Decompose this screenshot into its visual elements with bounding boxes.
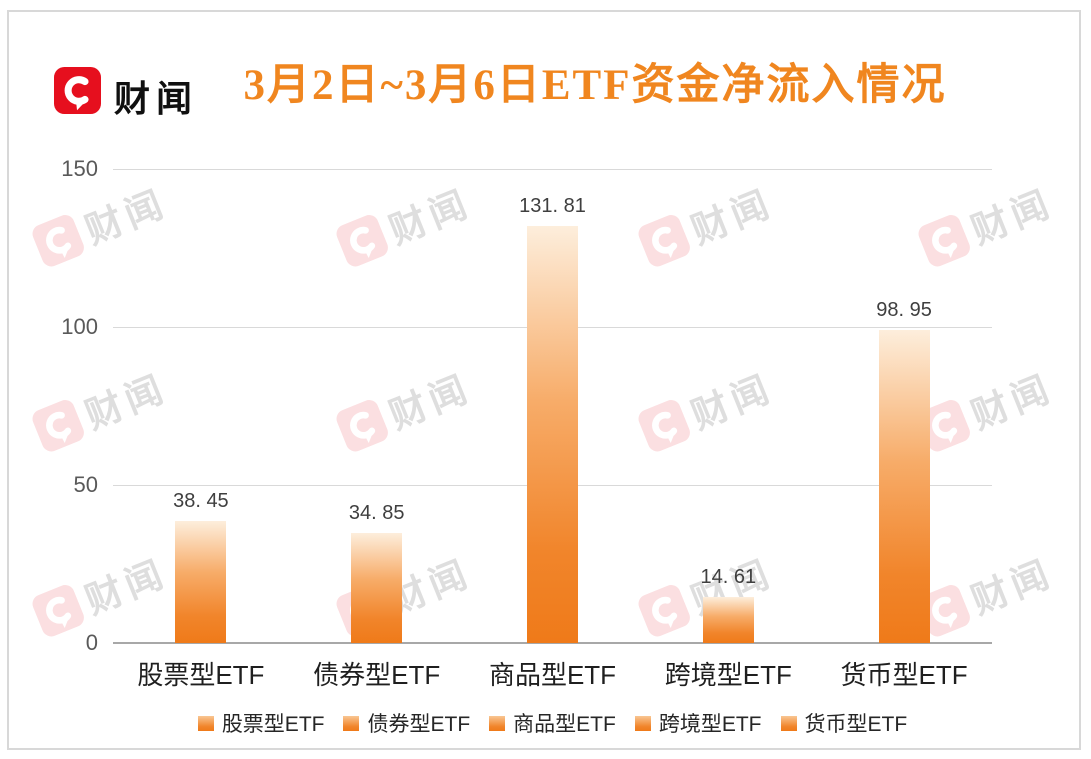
bar-2	[351, 533, 403, 643]
y-tick-label-0: 0	[85, 630, 98, 655]
chart-title: 3月2日~3月6日ETF资金净流入情况	[243, 62, 947, 109]
legend-swatch-icon	[197, 715, 214, 731]
legend-item-3: 商品型ETF	[489, 708, 616, 738]
bar-4	[702, 597, 754, 643]
legend-swatch-icon	[343, 715, 360, 731]
legend-label: 股票型ETF	[221, 713, 325, 736]
legend-swatch-icon	[489, 715, 506, 731]
legend: 股票型ETF 债券型ETF 商品型ETF 跨境型ETF 货币型ETF	[113, 708, 992, 738]
bar-value-label-3: 131. 81	[519, 195, 586, 217]
brand-name: 财闻	[114, 78, 199, 119]
bar-value-label-1: 38. 45	[173, 490, 229, 512]
x-category-label-3: 商品型ETF	[488, 660, 617, 690]
caiwen-logo-icon	[54, 67, 101, 114]
x-category-label-5: 货币型ETF	[840, 660, 968, 690]
legend-label: 商品型ETF	[513, 713, 616, 736]
legend-item-1: 股票型ETF	[197, 708, 325, 738]
x-category-label-4: 跨境型ETF	[664, 660, 792, 690]
legend-swatch-icon	[634, 715, 651, 731]
bar-value-label-2: 34. 85	[348, 502, 405, 524]
legend-item-2: 债券型ETF	[343, 708, 470, 738]
gridline-150	[113, 169, 992, 170]
y-tick-label-150: 150	[61, 156, 98, 181]
bar-1	[175, 521, 227, 643]
legend-label: 债券型ETF	[367, 713, 471, 736]
x-axis-line	[113, 642, 992, 644]
legend-item-4: 跨境型ETF	[634, 708, 762, 738]
bar-5	[878, 330, 930, 643]
bar-3	[527, 226, 578, 643]
legend-item-5: 货币型ETF	[780, 708, 908, 738]
y-tick-label-100: 100	[61, 314, 98, 339]
x-category-label-1: 股票型ETF	[137, 660, 265, 690]
y-tick-label-50: 50	[73, 472, 98, 497]
bar-value-label-5: 98. 95	[876, 299, 932, 321]
bar-value-label-4: 14. 61	[700, 566, 757, 588]
legend-label: 货币型ETF	[804, 713, 908, 736]
legend-swatch-icon	[780, 715, 797, 731]
legend-label: 跨境型ETF	[658, 713, 762, 736]
x-category-label-2: 债券型ETF	[313, 660, 441, 690]
